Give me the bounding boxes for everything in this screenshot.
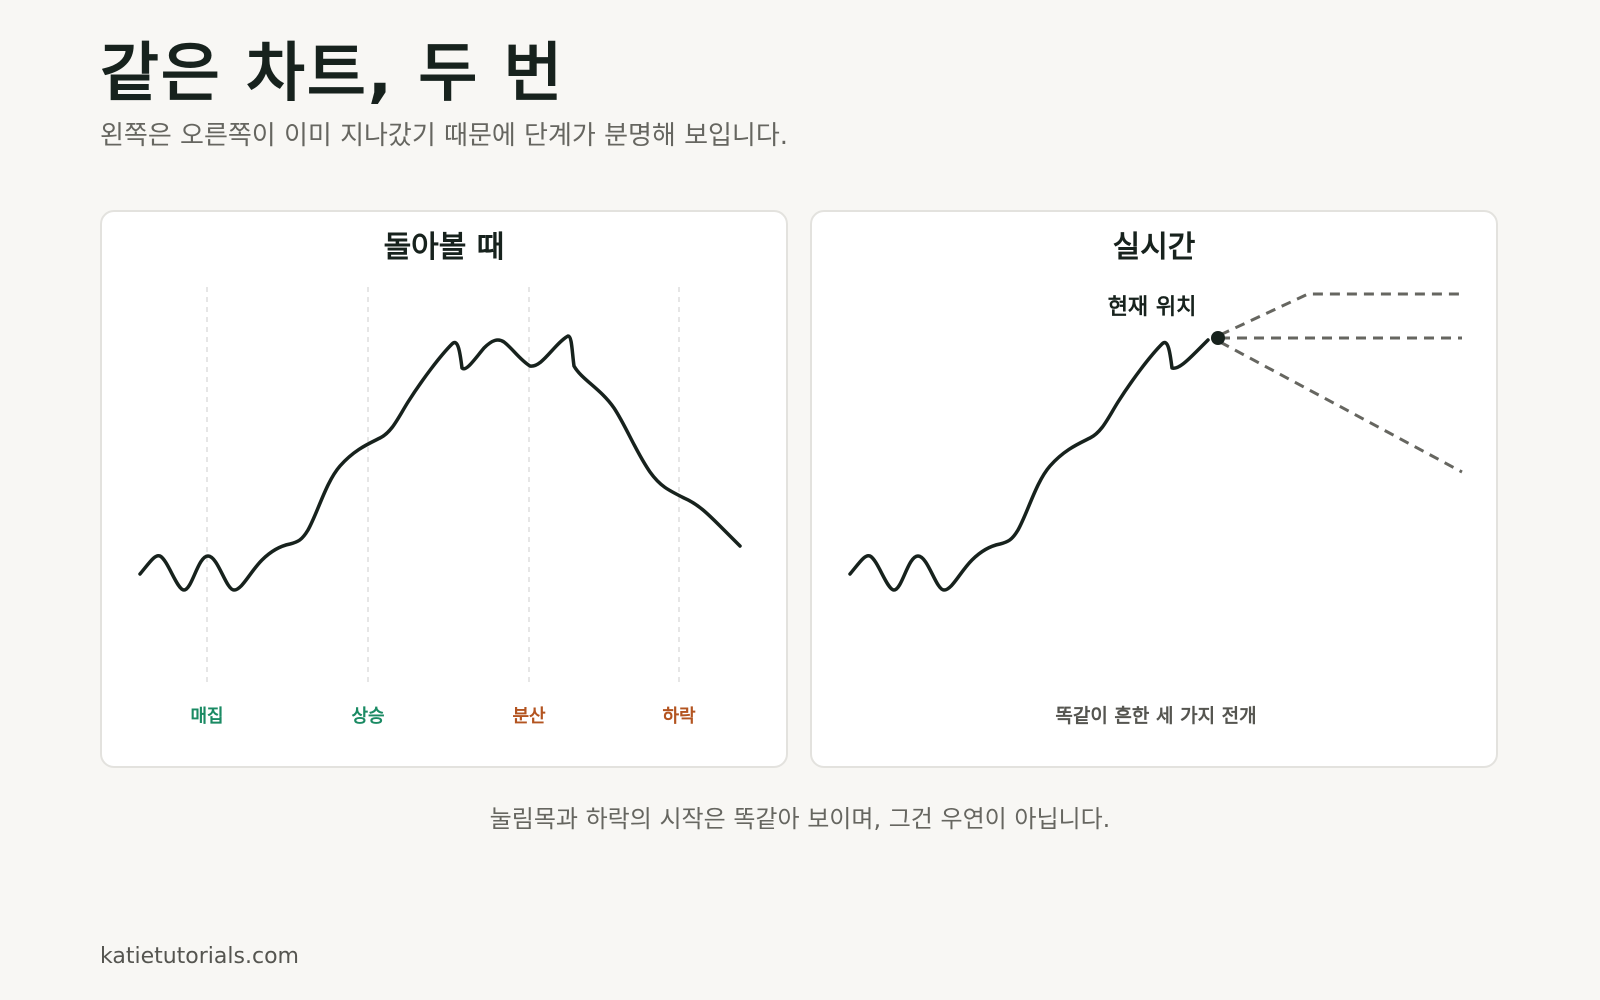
hindsight-chart: 매집 상승 분산 하락: [138, 287, 742, 727]
page-subtitle: 왼쪽은 오른쪽이 이미 지나갔기 때문에 단계가 분명해 보입니다.: [100, 121, 789, 151]
hindsight-panel-title: 돌아볼 때: [383, 230, 505, 265]
current-position-label: 현재 위치: [1108, 295, 1197, 320]
site-footer: katietutorials.com: [100, 944, 299, 969]
phase-label-markup: 상승: [351, 706, 384, 727]
current-position-marker: [1211, 331, 1225, 345]
scenarios-label: 똑같이 흔한 세 가지 전개: [1055, 704, 1256, 727]
phase-label-markdown: 하락: [662, 706, 696, 727]
scenario-path-down: [1219, 340, 1463, 474]
realtime-panel-title: 실시간: [1112, 230, 1196, 265]
scenario-path-up: [1219, 292, 1462, 337]
phase-label-distribution: 분산: [512, 706, 546, 727]
hindsight-panel: 돌아볼 때 매집 상승 분산 하락: [100, 210, 788, 768]
bottom-caption: 눌림목과 하락의 시작은 똑같아 보이며, 그건 우연이 아닙니다.: [489, 805, 1111, 833]
price-line-so-far: [848, 338, 1210, 592]
phase-label-accumulation: 매집: [190, 706, 223, 727]
realtime-chart: 현재 위치 똑같이 흔한 세 가지 전개: [848, 292, 1463, 727]
realtime-panel: 실시간 현재 위치 똑같이 흔한 세 가지 전개: [810, 210, 1498, 768]
price-line-full-cycle: [138, 334, 742, 592]
page-title: 같은 차트, 두 번: [100, 37, 565, 111]
